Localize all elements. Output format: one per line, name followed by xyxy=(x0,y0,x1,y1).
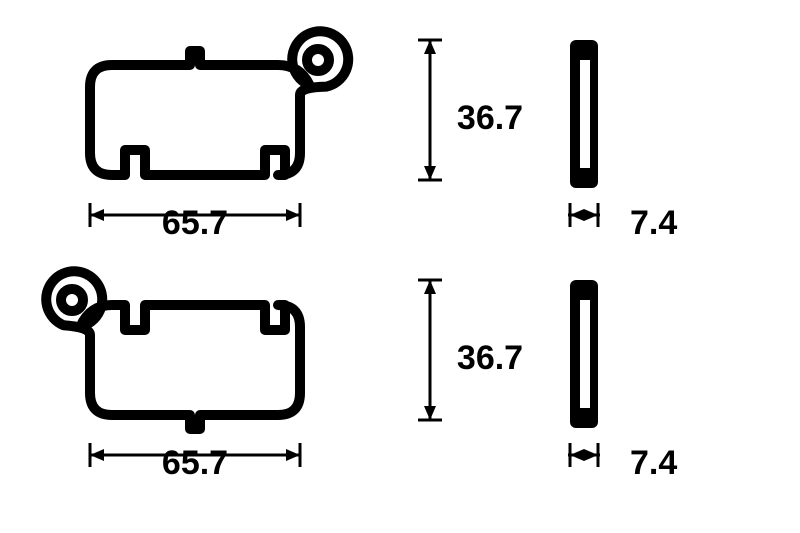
pad-bottom-front xyxy=(46,271,300,429)
dim-bottom-width: 65.7 xyxy=(90,443,300,482)
pad-top-front xyxy=(90,31,348,175)
pad-bottom-side xyxy=(570,280,598,428)
dim-top-thickness: 7.4 xyxy=(568,203,677,242)
dim-top-thickness-value: 7.4 xyxy=(630,204,677,242)
dim-top-width-value: 65.7 xyxy=(162,204,228,242)
dim-bottom-height-value: 36.7 xyxy=(457,339,523,377)
dim-bottom-thickness: 7.4 xyxy=(568,443,677,482)
pad-top-side xyxy=(570,40,598,188)
brake-pad-dimension-diagram: 65.7 36.7 7.4 65.7 36.7 7.4 xyxy=(0,0,800,533)
dim-bottom-width-value: 65.7 xyxy=(162,444,228,482)
dim-top-height-value: 36.7 xyxy=(457,99,523,137)
dim-bottom-thickness-value: 7.4 xyxy=(630,444,677,482)
dim-bottom-height: 36.7 xyxy=(418,280,523,420)
dim-top-height: 36.7 xyxy=(418,40,523,180)
dim-top-width: 65.7 xyxy=(90,203,300,242)
